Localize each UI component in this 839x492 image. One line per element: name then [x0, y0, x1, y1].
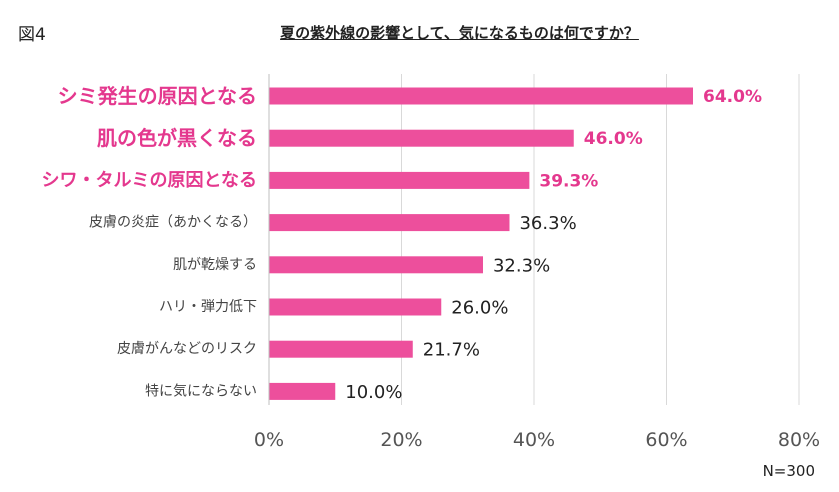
bar — [269, 214, 510, 232]
category-label: シワ・タルミの原因となる — [42, 170, 257, 191]
chart-title: 夏の紫外線の影響として、気になるものは何ですか？ — [0, 22, 839, 43]
data-label: 36.3% — [519, 213, 576, 234]
figure-label: 図4 — [18, 25, 46, 45]
category-label: 特に気にならない — [145, 383, 257, 399]
data-label: 46.0% — [584, 129, 643, 149]
category-label: ハリ・弾力低下 — [159, 299, 257, 315]
chart-title-text: 夏の紫外線の影響として、気になるものは何ですか？ — [280, 24, 639, 42]
category-label: 皮膚の炎症（あかくなる） — [89, 215, 257, 231]
data-label: 21.7% — [423, 340, 480, 361]
x-tick-label: 80% — [778, 429, 820, 451]
bar — [269, 87, 693, 105]
x-tick-label: 60% — [645, 429, 687, 451]
data-label: 26.0% — [451, 298, 508, 319]
x-tick-label: 0% — [254, 429, 284, 451]
bar — [269, 129, 574, 147]
x-tick-label: 40% — [513, 429, 555, 451]
bar — [269, 171, 530, 189]
data-label: 10.0% — [345, 382, 402, 403]
category-label: 肌の色が黒くなる — [97, 126, 257, 150]
bar — [269, 340, 413, 358]
data-label: 39.3% — [539, 171, 598, 191]
bar — [269, 298, 442, 316]
category-label: 肌が乾燥する — [173, 257, 257, 273]
data-label: 32.3% — [493, 255, 550, 276]
category-label: 皮膚がんなどのリスク — [117, 341, 257, 357]
data-label: 64.0% — [703, 87, 762, 107]
bar — [269, 256, 483, 274]
sample-size-note: N=300 — [762, 462, 815, 480]
category-label: シミ発生の原因となる — [58, 84, 257, 108]
bar — [269, 382, 336, 400]
x-tick-label: 20% — [380, 429, 422, 451]
